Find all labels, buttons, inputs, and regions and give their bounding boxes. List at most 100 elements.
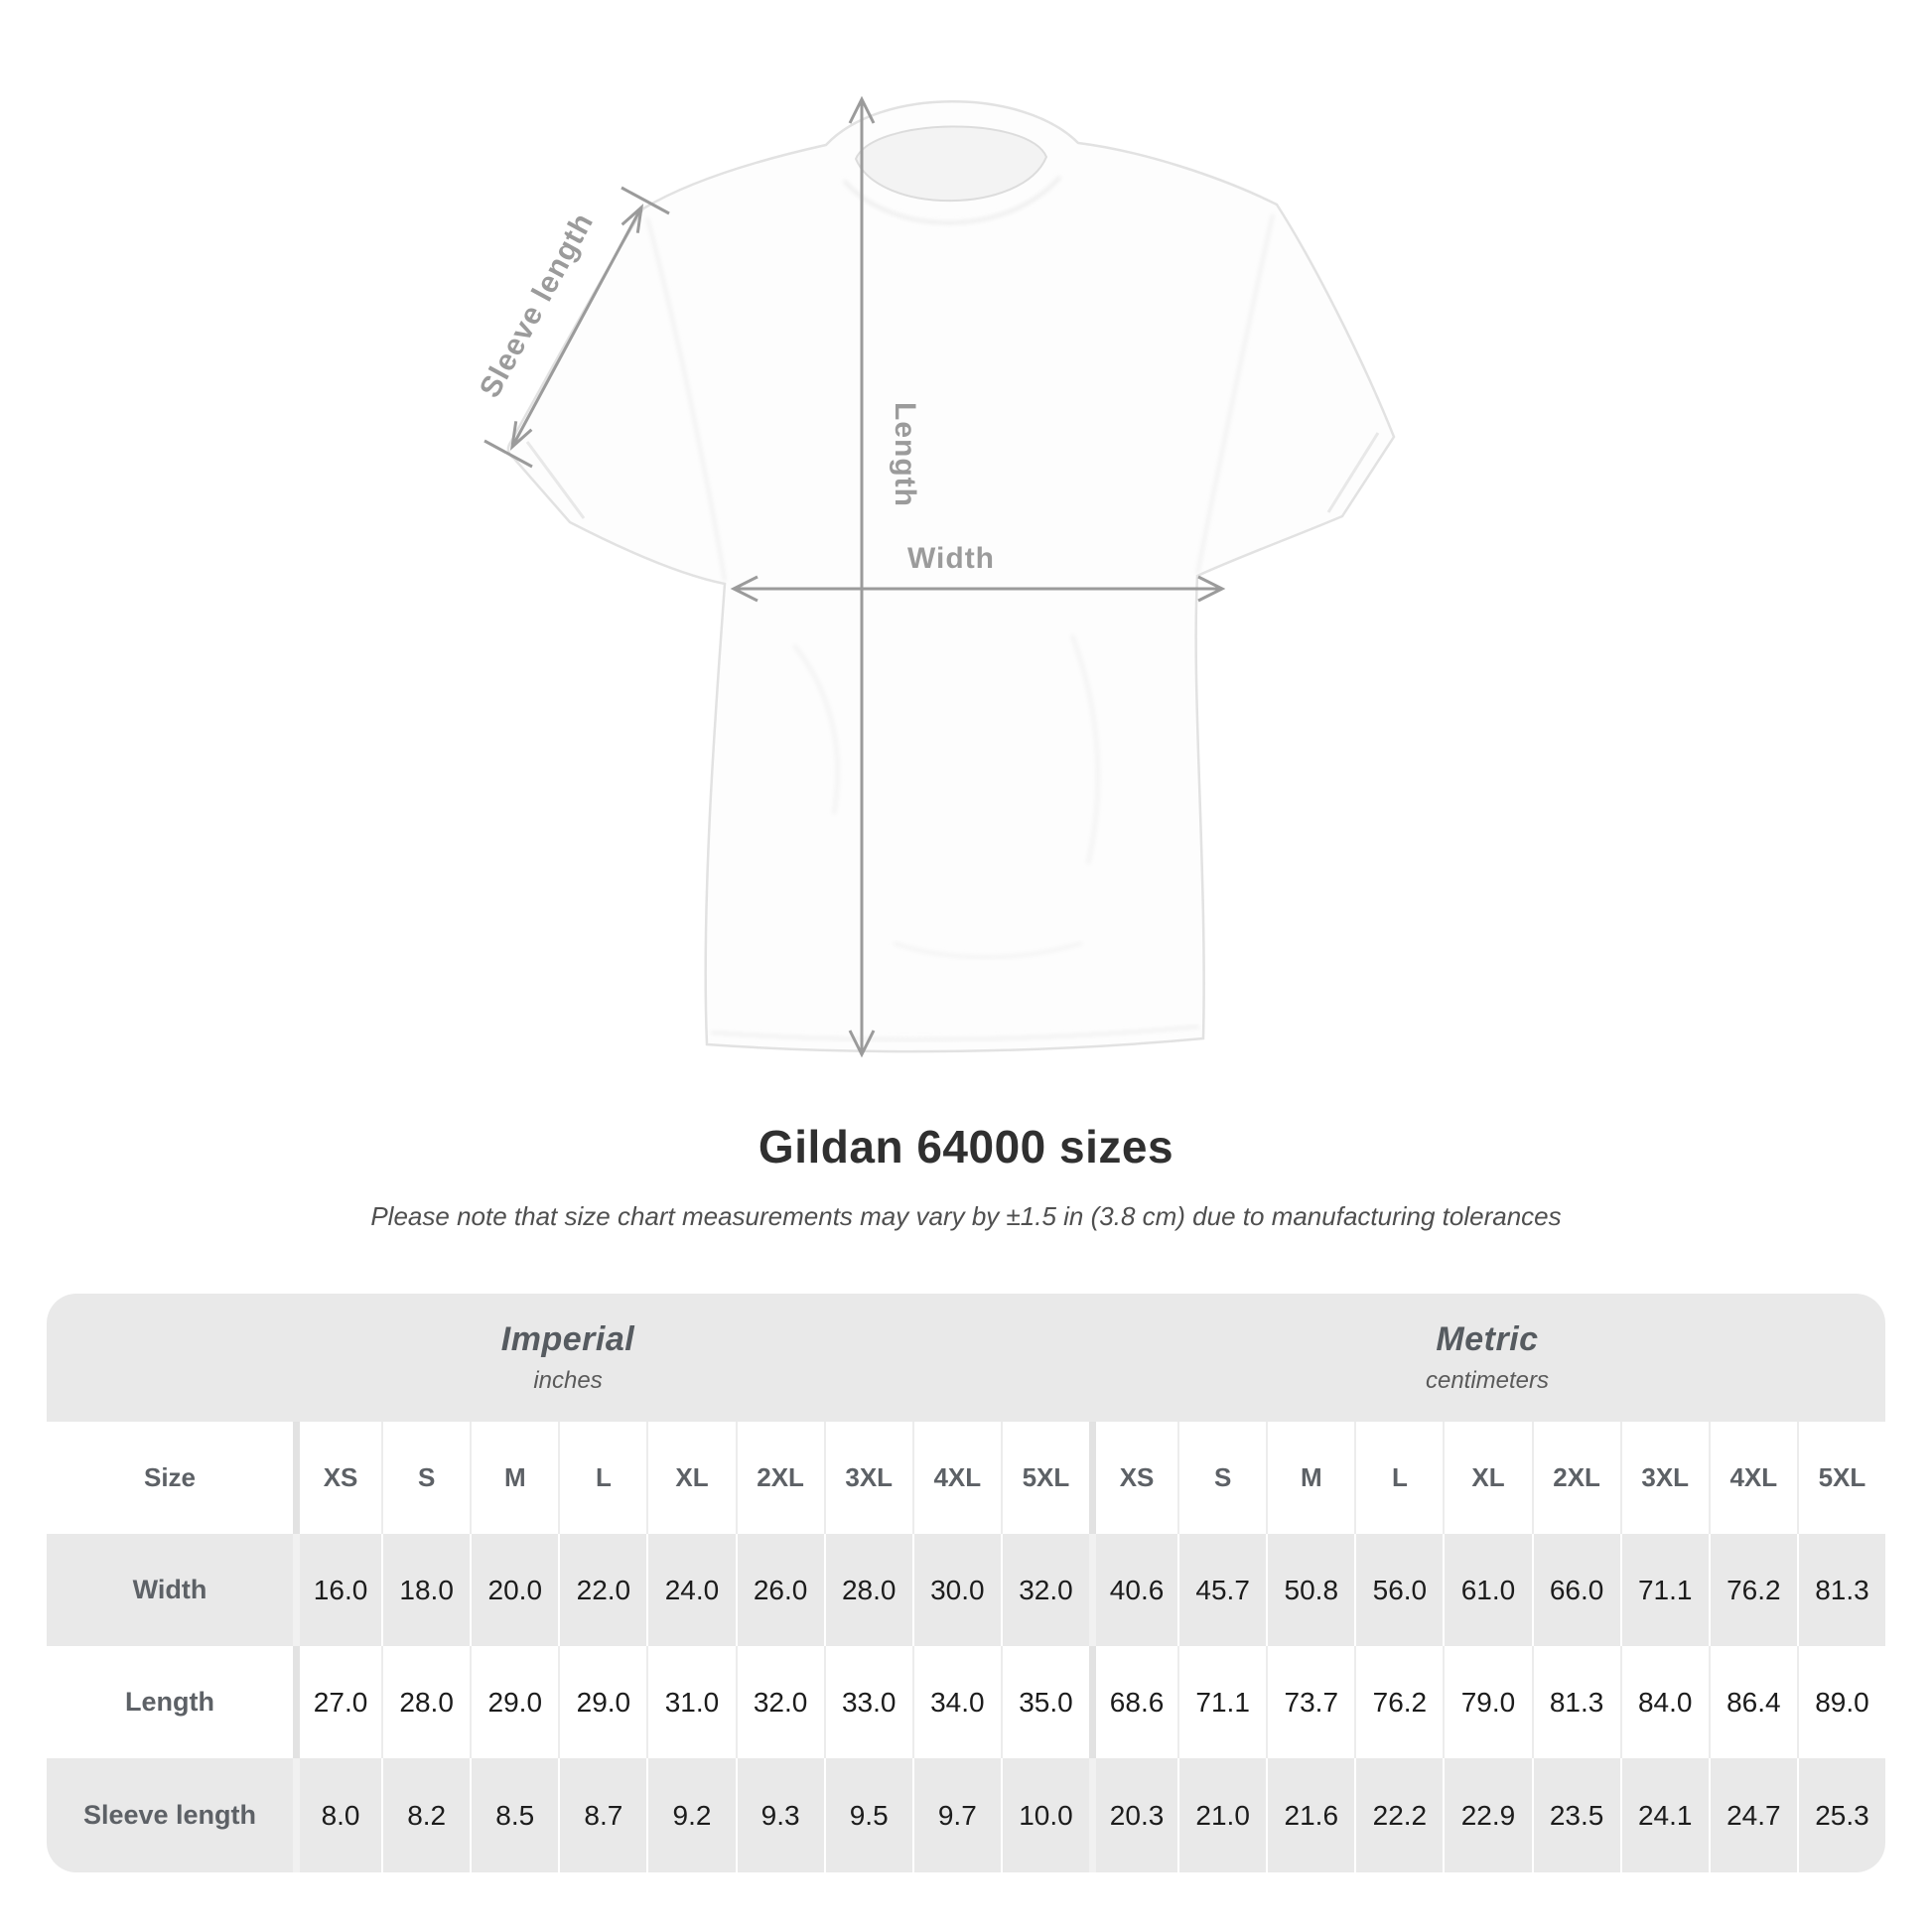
size-header-imperial: 2XL [735,1422,824,1534]
unit-group-unit: inches [533,1367,603,1394]
value-cell-imperial: 35.0 [1000,1646,1089,1758]
tshirt-body [506,100,1396,1053]
size-column-header: Size [47,1422,293,1534]
value-cell-imperial: 30.0 [911,1534,1001,1646]
size-table: Imperial inches Metric centimeters Size X… [47,1294,1885,1872]
value-cell-metric: 25.3 [1796,1758,1885,1872]
value-cell-imperial: 24.0 [646,1534,736,1646]
row-label: Sleeve length [47,1758,293,1872]
value-cell-metric: 24.7 [1708,1758,1797,1872]
sleeve-length-arrow [483,186,670,469]
value-cell-metric: 50.8 [1266,1534,1355,1646]
right-sleeve-seam [1195,213,1275,575]
wrinkle [792,643,840,815]
value-cell-imperial: 8.2 [381,1758,471,1872]
size-header-metric: L [1354,1422,1444,1534]
tshirt-diagram: Sleeve length Length Width [474,95,1396,1058]
value-cell-imperial: 9.2 [646,1758,736,1872]
unit-group-unit: centimeters [1425,1367,1550,1394]
size-header-metric: XS [1089,1422,1178,1534]
row-label: Width [47,1534,293,1646]
value-cell-imperial: 16.0 [293,1534,382,1646]
value-cell-imperial: 20.0 [470,1534,559,1646]
left-cuff-seam [525,441,586,519]
unit-group-name: Imperial [500,1320,635,1358]
value-cell-imperial: 27.0 [293,1646,382,1758]
value-cell-metric: 76.2 [1354,1646,1444,1758]
value-cell-metric: 68.6 [1089,1646,1178,1758]
collar-opening [854,125,1048,203]
size-header-imperial: XL [646,1422,736,1534]
size-header-metric: 5XL [1796,1422,1885,1534]
value-cell-metric: 45.7 [1177,1534,1267,1646]
value-cell-metric: 40.6 [1089,1534,1178,1646]
value-cell-metric: 81.3 [1531,1646,1620,1758]
value-cell-imperial: 28.0 [823,1534,912,1646]
value-cell-imperial: 32.0 [735,1646,824,1758]
value-cell-imperial: 9.5 [823,1758,912,1872]
value-cell-imperial: 33.0 [823,1646,912,1758]
value-cell-imperial: 8.7 [558,1758,647,1872]
row-label: Length [47,1646,293,1758]
wrinkle [1070,634,1100,865]
value-cell-metric: 89.0 [1796,1646,1885,1758]
value-cell-metric: 21.0 [1177,1758,1267,1872]
value-cell-imperial: 31.0 [646,1646,736,1758]
value-cell-metric: 23.5 [1531,1758,1620,1872]
unit-group-metric: Metric centimeters [1089,1294,1885,1422]
value-cell-metric: 84.0 [1619,1646,1709,1758]
value-cell-metric: 71.1 [1177,1646,1267,1758]
left-sleeve-seam [645,217,727,582]
value-cell-metric: 22.2 [1354,1758,1444,1872]
page-title: Gildan 64000 sizes [758,1121,1174,1173]
value-cell-imperial: 18.0 [381,1534,471,1646]
value-cell-imperial: 10.0 [1000,1758,1089,1872]
value-cell-metric: 81.3 [1796,1534,1885,1646]
size-header-imperial: 5XL [1000,1422,1089,1534]
size-header-imperial: L [558,1422,647,1534]
size-header-metric: M [1266,1422,1355,1534]
collar-seam [842,176,1062,224]
value-cell-imperial: 8.0 [293,1758,382,1872]
value-cell-metric: 73.7 [1266,1646,1355,1758]
value-cell-metric: 56.0 [1354,1534,1444,1646]
value-cell-metric: 22.9 [1443,1758,1532,1872]
size-header-imperial: M [470,1422,559,1534]
value-cell-metric: 21.6 [1266,1758,1355,1872]
value-cell-metric: 20.3 [1089,1758,1178,1872]
value-cell-imperial: 29.0 [558,1646,647,1758]
size-header-imperial: S [381,1422,471,1534]
size-header-metric: 4XL [1708,1422,1797,1534]
value-cell-imperial: 34.0 [911,1646,1001,1758]
size-header-metric: 2XL [1531,1422,1620,1534]
value-cell-imperial: 26.0 [735,1534,824,1646]
size-header-imperial: 3XL [823,1422,912,1534]
value-cell-metric: 79.0 [1443,1646,1532,1758]
value-cell-imperial: 22.0 [558,1534,647,1646]
length-arrow [848,95,876,1058]
value-cell-metric: 66.0 [1531,1534,1620,1646]
value-cell-metric: 86.4 [1708,1646,1797,1758]
value-cell-metric: 61.0 [1443,1534,1532,1646]
size-header-metric: 3XL [1619,1422,1709,1534]
right-cuff-seam [1326,432,1380,513]
value-cell-imperial: 29.0 [470,1646,559,1758]
value-cell-metric: 71.1 [1619,1534,1709,1646]
size-header-metric: S [1177,1422,1267,1534]
width-label: Width [907,542,995,575]
length-label: Length [889,402,921,507]
tolerance-note: Please note that size chart measurements… [370,1201,1562,1231]
size-header-metric: XL [1443,1422,1532,1534]
unit-group-name: Metric [1436,1320,1539,1358]
size-header-imperial: 4XL [911,1422,1001,1534]
tshirt-illustration [506,100,1396,1053]
unit-group-imperial: Imperial inches [47,1294,1089,1422]
width-arrow [730,575,1226,603]
value-cell-metric: 24.1 [1619,1758,1709,1872]
size-header-imperial: XS [293,1422,382,1534]
value-cell-imperial: 9.7 [911,1758,1001,1872]
value-cell-imperial: 32.0 [1000,1534,1089,1646]
value-cell-metric: 76.2 [1708,1534,1797,1646]
value-cell-imperial: 28.0 [381,1646,471,1758]
